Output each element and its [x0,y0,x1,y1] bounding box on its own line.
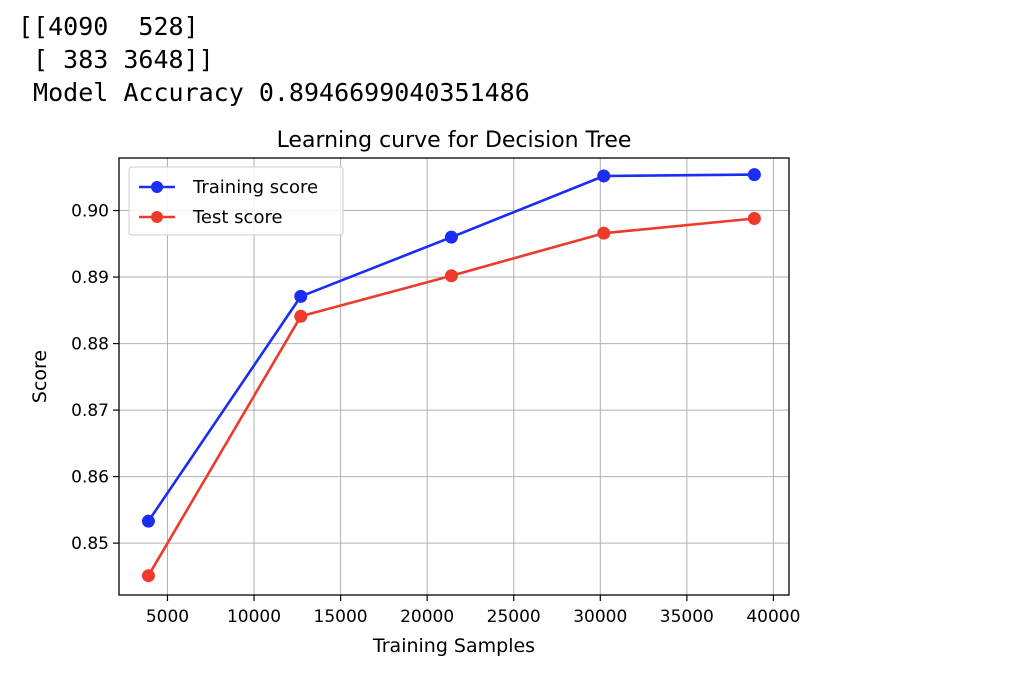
data-point [444,269,458,283]
series-lines [141,168,761,583]
confusion-matrix-row-1: [[4090 528] [18,12,199,41]
data-point [141,569,155,583]
model-accuracy-line: Model Accuracy 0.8946699040351486 [18,78,530,107]
y-tick-label: 0.85 [71,534,109,554]
x-tick-label: 30000 [573,607,627,627]
data-point [747,212,761,226]
x-tick-label: 5000 [146,607,189,627]
data-point [597,226,611,240]
y-tick-label: 0.87 [71,401,109,421]
y-tick-label: 0.88 [71,335,109,355]
console-output: [[4090 528] [ 383 3648]] Model Accuracy … [18,10,530,109]
data-point [597,169,611,183]
x-tick-label: 40000 [746,607,800,627]
confusion-matrix-row-2: [ 383 3648]] [18,45,214,74]
x-tick-label: 25000 [487,607,541,627]
x-tick-label: 20000 [400,607,454,627]
x-tick-label: 10000 [227,607,281,627]
data-point [141,514,155,528]
legend-marker-training [151,181,163,193]
legend: Training score Test score [128,166,344,236]
legend-label-training: Training score [192,177,318,198]
axis-ticks: 5000 10000 15000 20000 25000 30000 35000 40000 0… [71,202,800,627]
data-point [294,289,308,303]
y-tick-label: 0.89 [71,268,109,288]
x-tick-label: 35000 [660,607,714,627]
y-tick-label: 0.86 [71,468,109,488]
legend-box [128,166,344,236]
data-point [747,168,761,182]
y-tick-label: 0.90 [71,202,109,222]
legend-marker-test [151,211,163,223]
x-tick-label: 15000 [314,607,368,627]
chart-title: Learning curve for Decision Tree [277,128,632,153]
data-point [444,230,458,244]
y-axis-title: Score [29,350,51,403]
x-axis-title: Training Samples [372,635,535,657]
legend-label-test: Test score [192,207,283,228]
plot-frame [118,157,790,596]
data-point [294,309,308,323]
